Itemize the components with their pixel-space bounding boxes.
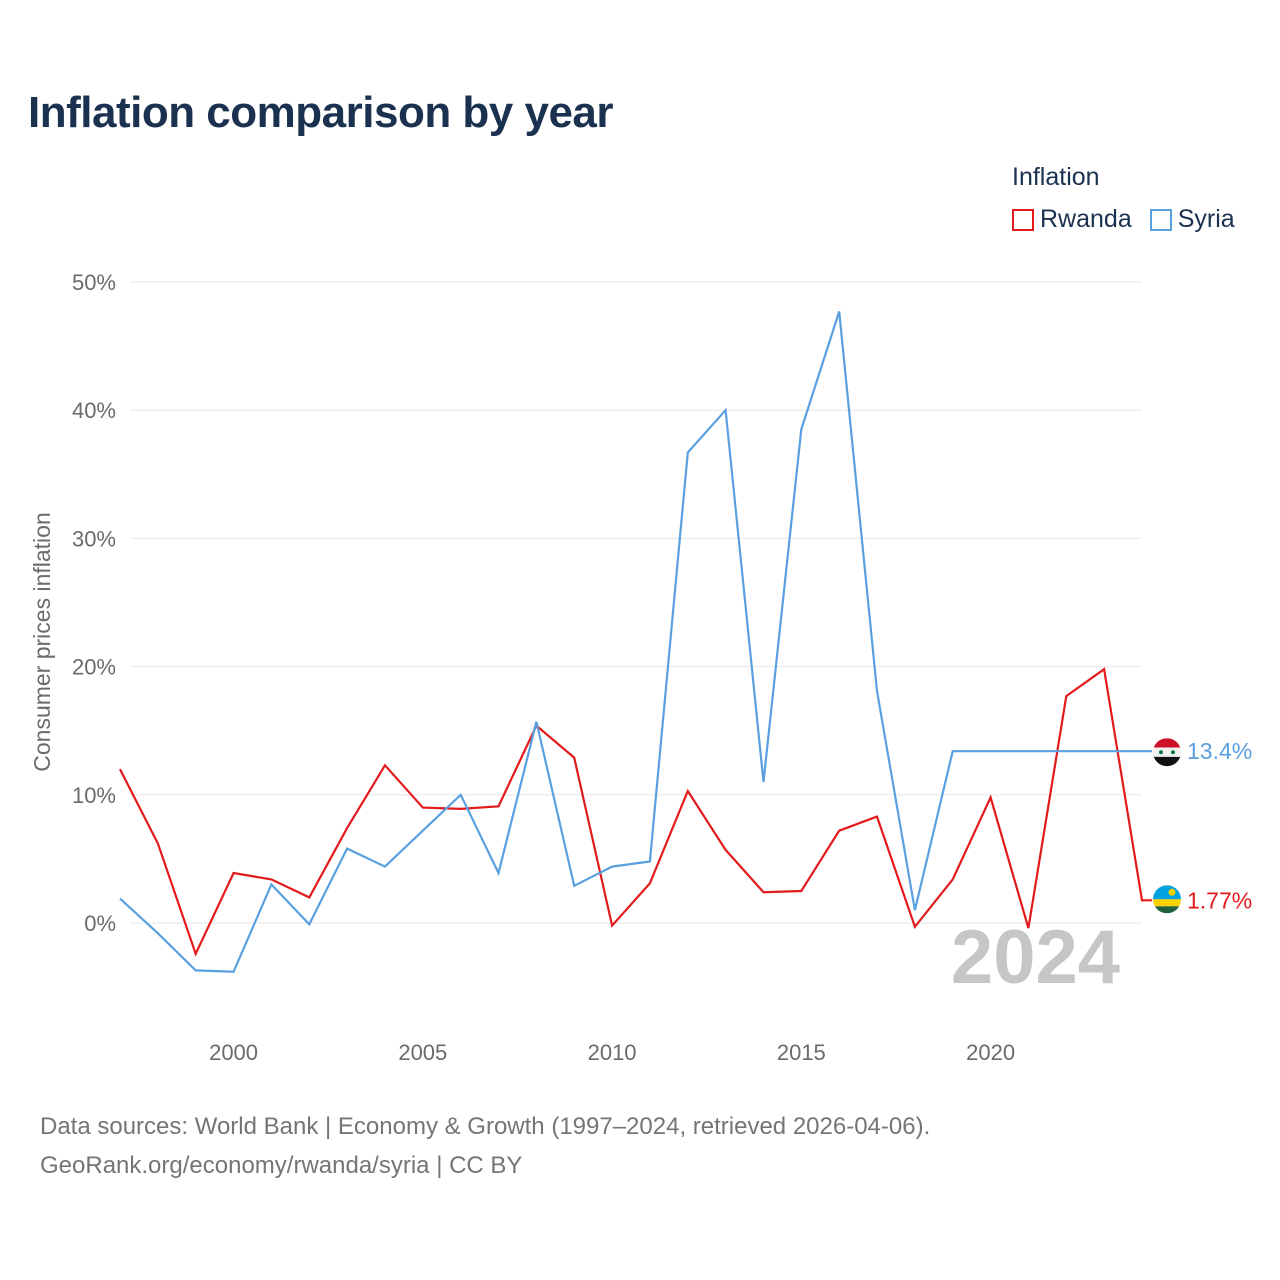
source-line-1: Data sources: World Bank | Economy & Gro… <box>40 1113 931 1140</box>
end-label-rwanda: 1.77% <box>1187 887 1252 913</box>
legend-label-syria: Syria <box>1177 205 1235 233</box>
series-line-syria <box>119 311 1152 973</box>
x-tick-label: 2020 <box>966 1040 1015 1065</box>
source-note: Data sources: World Bank | Economy & Gro… <box>40 1107 930 1185</box>
y-tick-label: 20% <box>72 655 116 680</box>
y-tick-label: 50% <box>72 270 116 295</box>
legend-swatch-rwanda <box>1012 208 1034 231</box>
x-tick-label: 2015 <box>777 1040 826 1065</box>
y-tick-label: 40% <box>72 398 116 423</box>
y-axis-label: Consumer prices inflation <box>29 512 55 772</box>
end-label-syria: 13.4% <box>1187 738 1252 764</box>
y-tick-label: 30% <box>72 526 116 551</box>
y-tick-label: 0% <box>84 911 116 936</box>
y-tick-label: 10% <box>72 783 116 808</box>
year-watermark: 2024 <box>951 915 1120 1000</box>
x-tick-label: 2005 <box>398 1040 447 1065</box>
x-tick-label: 2010 <box>588 1040 637 1065</box>
chart-title: Inflation comparison by year <box>28 88 614 137</box>
series-line-rwanda <box>119 667 1152 957</box>
source-line-2[interactable]: GeoRank.org/economy/rwanda/syria | CC BY <box>40 1152 523 1179</box>
legend-title: Inflation <box>1012 163 1100 191</box>
rwanda-flag-icon <box>1153 885 1181 914</box>
syria-flag-icon <box>1153 738 1181 767</box>
x-tick-label: 2000 <box>209 1040 258 1065</box>
legend-swatch-syria <box>1149 208 1172 231</box>
line-chart: 0% 10% 20% 30% 40% 50% 2000 2005 2010 2015 2020 Con… <box>29 270 1252 1065</box>
legend-item-rwanda[interactable]: Rwanda <box>1012 205 1132 234</box>
legend-item-syria[interactable]: Syria <box>1149 205 1235 234</box>
legend-label-rwanda: Rwanda <box>1040 205 1132 233</box>
legend: Rwanda Syria <box>1012 205 1235 234</box>
